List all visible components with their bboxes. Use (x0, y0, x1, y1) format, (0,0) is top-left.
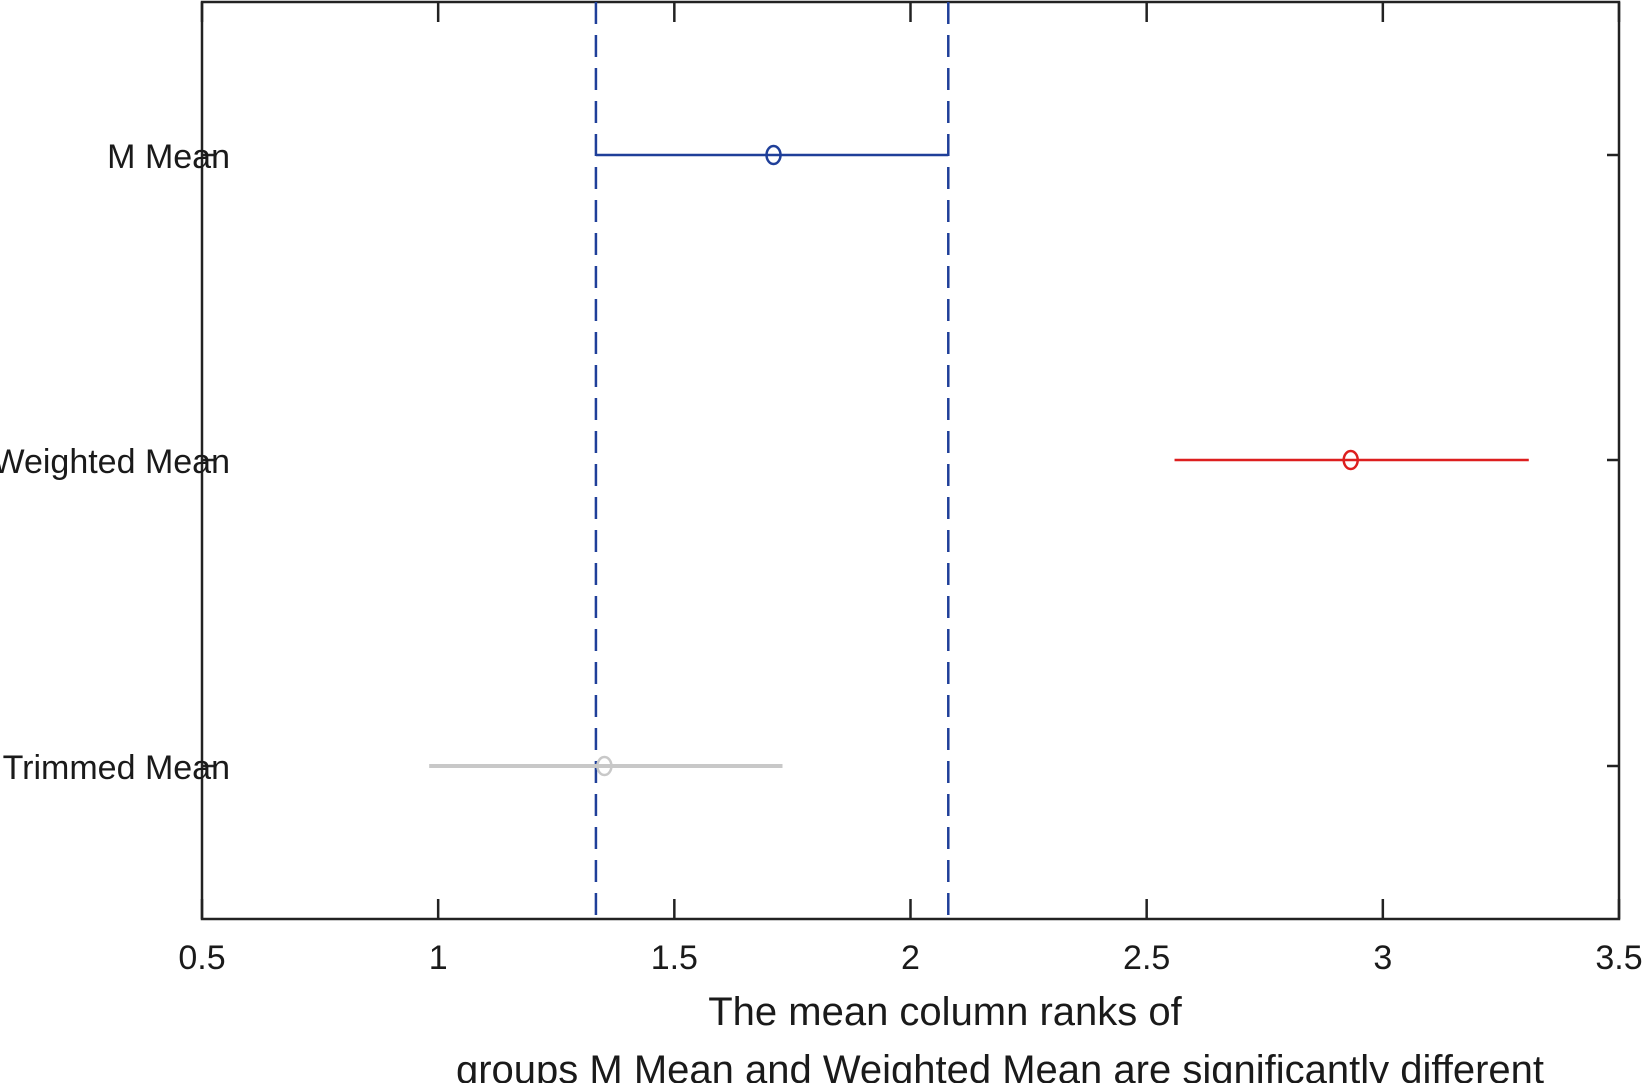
x-tick-label: 3.5 (1595, 939, 1642, 977)
y-tick-label: M Mean (107, 138, 230, 176)
y-tick-label: Weighted Mean (0, 443, 230, 481)
x-tick-label: 2.5 (1123, 939, 1170, 977)
x-tick-label: 1.5 (651, 939, 698, 977)
mean-marker (1342, 449, 1359, 471)
x-tick-label: 1 (429, 939, 448, 977)
x-tick-label: 2 (901, 939, 920, 977)
y-tick-label: Trimmed Mean (3, 749, 230, 787)
x-tick-label: 3 (1373, 939, 1392, 977)
x-tick-label: 0.5 (178, 939, 225, 977)
x-axis-label-line1: The mean column ranks of (708, 990, 1182, 1034)
mean-marker (596, 755, 613, 777)
mean-marker (765, 144, 782, 166)
x-axis-label-line2: groups M Mean and Weighted Mean are sign… (456, 1048, 1544, 1083)
